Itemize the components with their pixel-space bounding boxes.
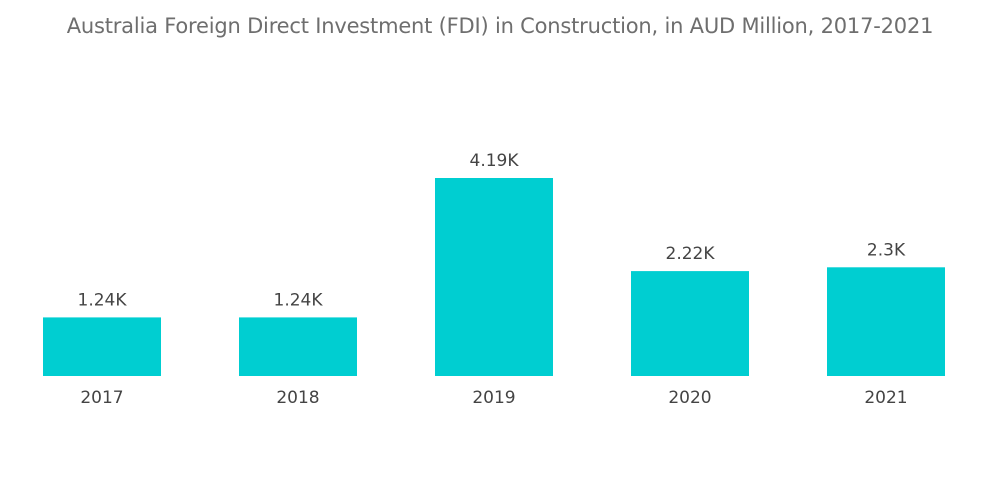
bar-2021 [827, 267, 945, 376]
x-tick-label-2019: 2019 [472, 388, 515, 408]
bars-layer [43, 178, 945, 376]
bar-2017 [43, 317, 161, 376]
x-axis-tick-labels: 2017 2018 2019 2020 2021 [80, 388, 907, 408]
x-tick-label-2017: 2017 [80, 388, 123, 408]
bar-2018 [239, 317, 357, 376]
x-tick-label-2020: 2020 [668, 388, 711, 408]
bar-value-label-2018: 1.24K [274, 290, 324, 310]
x-tick-label-2021: 2021 [864, 388, 907, 408]
chart-title: Australia Foreign Direct Investment (FDI… [66, 14, 934, 38]
bar-value-label-2021: 2.3K [867, 240, 906, 260]
bar-2019 [435, 178, 553, 376]
bar-value-label-2020: 2.22K [666, 244, 716, 264]
bar-value-label-2017: 1.24K [78, 290, 128, 310]
value-labels-layer: 1.24K 1.24K 4.19K 2.22K 2.3K [78, 151, 906, 310]
x-tick-label-2018: 2018 [276, 388, 319, 408]
bar-value-label-2019: 4.19K [470, 151, 520, 171]
bar-2020 [631, 271, 749, 376]
